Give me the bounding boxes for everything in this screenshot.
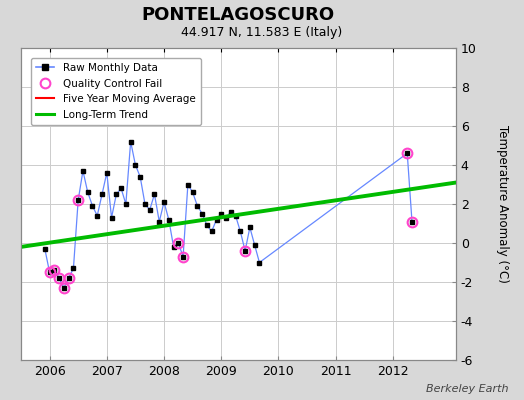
Text: 44.917 N, 11.583 E (Italy): 44.917 N, 11.583 E (Italy) — [181, 26, 343, 39]
Text: Berkeley Earth: Berkeley Earth — [426, 384, 508, 394]
Legend: Raw Monthly Data, Quality Control Fail, Five Year Moving Average, Long-Term Tren: Raw Monthly Data, Quality Control Fail, … — [30, 58, 201, 125]
Y-axis label: Temperature Anomaly (°C): Temperature Anomaly (°C) — [496, 125, 509, 283]
Title: PONTELAGOSCURO: PONTELAGOSCURO — [142, 6, 335, 24]
